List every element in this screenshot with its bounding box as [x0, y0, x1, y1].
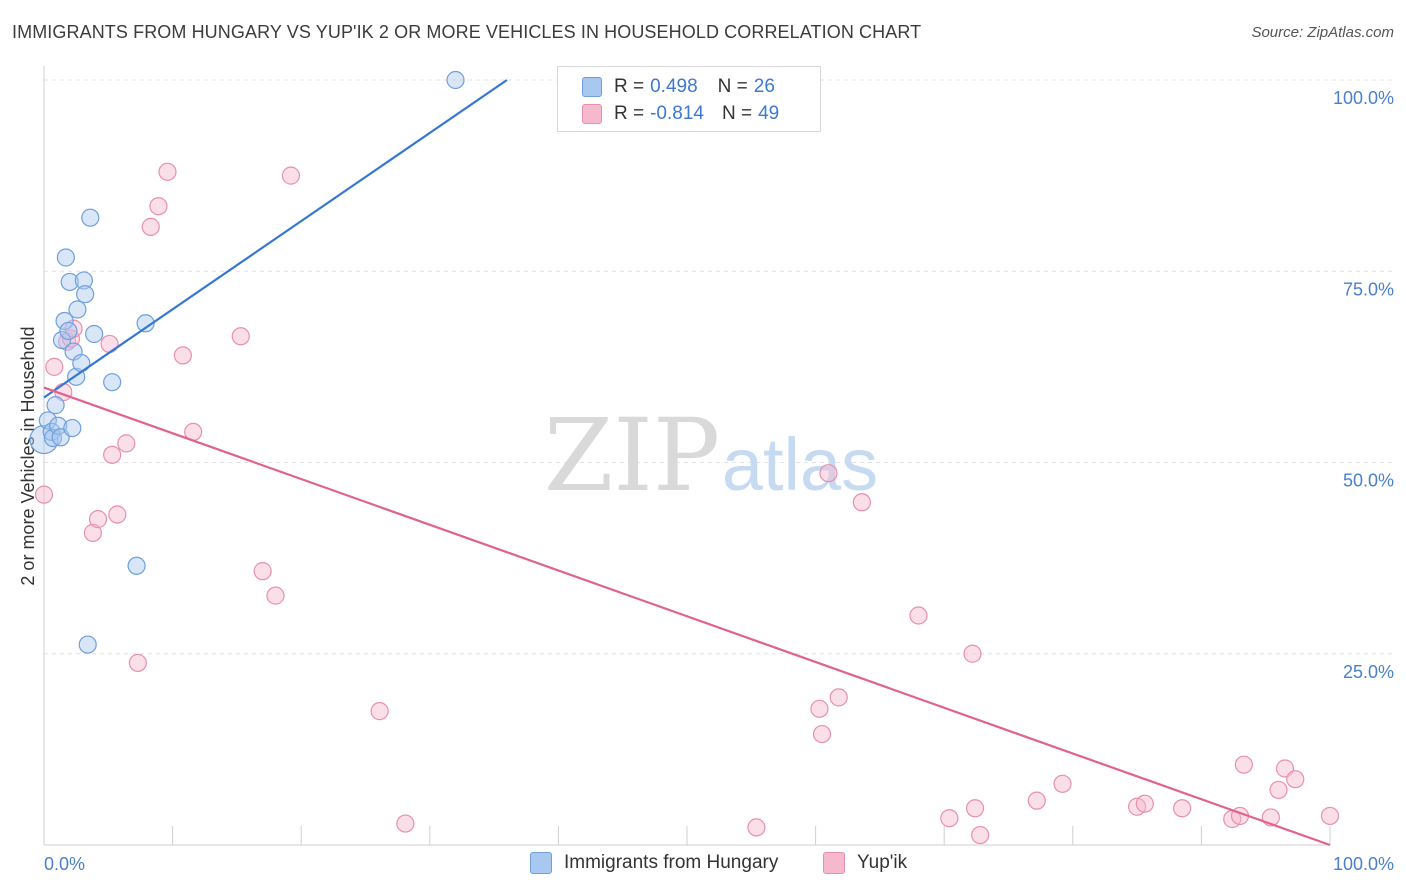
yupik-point: [819, 464, 838, 483]
yupik-point: [747, 818, 766, 837]
legend-r-label: R =: [614, 76, 645, 97]
watermark-zip: ZIP: [544, 397, 720, 514]
hungary-swatch: [582, 77, 602, 97]
yupik-point: [396, 814, 415, 833]
yupik-points: [34, 162, 1340, 845]
chart-title: IMMIGRANTS FROM HUNGARY VS YUP'IK 2 OR M…: [12, 22, 922, 42]
y-tick-label: 50.0%: [1343, 471, 1394, 491]
legend-row-hungary: R = 0.498 N = 26: [582, 75, 775, 99]
hungary-trendline: [43, 79, 508, 399]
hungary-point: [63, 418, 82, 438]
legend-r-label: R =: [614, 103, 645, 124]
yupik-point: [128, 653, 147, 673]
hungary-point: [38, 411, 57, 430]
legend-n-label: N =: [717, 76, 748, 97]
hungary-point: [74, 271, 93, 290]
hungary-point: [78, 635, 97, 654]
legend-item-yupik: Yup'ik: [823, 852, 907, 874]
yupik-point: [829, 688, 848, 707]
hungary-point: [81, 208, 100, 227]
axes: [43, 66, 1331, 846]
gridlines: [44, 79, 1394, 655]
watermark: ZIP atlas: [544, 397, 878, 514]
yupik-point: [103, 445, 122, 464]
yupik-point: [1269, 780, 1288, 800]
hungary-point: [103, 373, 122, 392]
hungary-point: [60, 272, 79, 292]
legend-item-hungary: Immigrants from Hungary: [530, 852, 778, 874]
yupik-point: [1053, 774, 1072, 793]
yupik-point: [108, 505, 127, 524]
hungary-point: [76, 285, 95, 304]
yupik-point: [940, 809, 959, 828]
y-tick-labels: 25.0% 50.0% 75.0% 100.0%: [1333, 88, 1394, 682]
x-tick-label-max: 100.0%: [1333, 854, 1394, 874]
yupik-point: [909, 606, 928, 625]
yupik-point: [963, 644, 982, 663]
hungary-legend-swatch: [530, 852, 552, 874]
y-tick-label: 75.0%: [1343, 279, 1394, 299]
hungary-point: [46, 396, 65, 415]
yupik-point: [965, 799, 985, 818]
yupik-point: [34, 485, 54, 504]
legend-r-value: -0.814: [650, 103, 704, 124]
yupik-point: [158, 162, 177, 181]
yupik-point: [83, 523, 102, 542]
yupik-swatch: [582, 104, 602, 124]
source-label: Source: ZipAtlas.com: [1251, 24, 1394, 41]
hungary-point: [55, 311, 74, 331]
correlation-legend: R = 0.498 N = 26 R = -0.814 N = 49: [557, 66, 821, 132]
yupik-point: [1234, 755, 1253, 774]
yupik-point: [1320, 806, 1340, 826]
y-tick-label: 100.0%: [1333, 88, 1394, 108]
yupik-point: [1286, 770, 1305, 789]
yupik-point: [173, 346, 192, 365]
yupik-point: [810, 699, 829, 718]
x-tick-label-min: 0.0%: [44, 854, 85, 874]
yupik-point: [1135, 794, 1154, 813]
yupik-point: [141, 217, 160, 236]
legend-n-label: N =: [721, 103, 753, 124]
y-axis-label: 2 or more Vehicles in Household: [18, 326, 38, 585]
hungary-point: [52, 331, 72, 350]
legend-n-value: 49: [758, 103, 780, 124]
legend-label-yupik: Yup'ik: [857, 852, 908, 873]
yupik-point: [149, 197, 168, 216]
yupik-point: [88, 510, 108, 529]
yupik-point: [971, 825, 990, 845]
yupik-point: [812, 724, 832, 744]
legend-row-yupik: R = -0.814 N = 49: [582, 102, 779, 126]
series-legend: Immigrants from Hungary Yup'ik: [0, 852, 1406, 878]
hungary-points: [29, 70, 465, 654]
hungary-point: [446, 70, 465, 90]
hungary-point: [56, 248, 75, 267]
yupik-point: [281, 166, 301, 185]
yupik-point: [100, 334, 119, 354]
legend-r-value: 0.498: [650, 76, 698, 97]
x-tick-labels: 0.0% 100.0%: [44, 854, 1394, 874]
yupik-legend-swatch: [823, 852, 845, 874]
yupik-point: [852, 493, 871, 512]
hungary-point: [85, 324, 104, 344]
yupik-point: [370, 702, 389, 721]
hungary-point: [68, 300, 87, 319]
yupik-point: [1173, 799, 1192, 818]
y-tick-label: 25.0%: [1343, 662, 1394, 682]
legend-n-value: 26: [753, 76, 775, 97]
trendlines: [43, 79, 1331, 847]
yupik-point: [231, 327, 250, 346]
hungary-point: [49, 416, 68, 435]
watermark-atlas: atlas: [722, 423, 878, 506]
yupik-point: [253, 562, 272, 581]
hungary-point: [127, 556, 146, 575]
yupik-point: [1027, 791, 1046, 810]
yupik-trendline: [43, 386, 1331, 847]
yupik-point: [117, 434, 136, 453]
yupik-point: [45, 357, 64, 376]
hungary-point: [59, 321, 78, 341]
legend-label-hungary: Immigrants from Hungary: [564, 852, 779, 873]
yupik-point: [266, 586, 285, 605]
